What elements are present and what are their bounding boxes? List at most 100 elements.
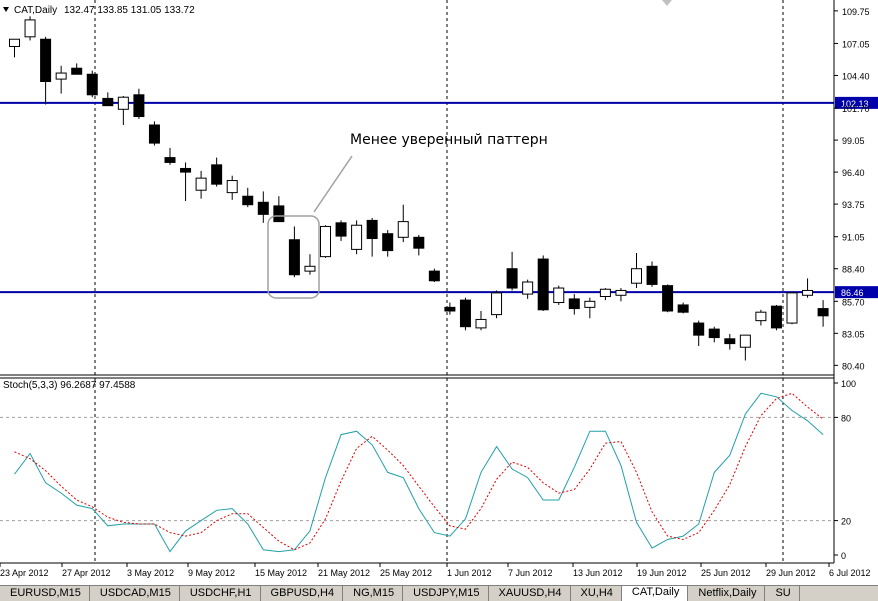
candle-bull (599, 288, 611, 297)
time-tick-label: 9 May 2012 (188, 568, 235, 578)
candle-bear (677, 304, 689, 313)
candle-bull (320, 225, 331, 258)
chart-tab[interactable]: USDCHF,H1 (180, 586, 261, 601)
time-tick-label: 19 Jun 2012 (637, 568, 687, 578)
price-tick-label: 104.40 (842, 71, 870, 81)
candle-bear (537, 258, 549, 311)
annotation-pointer (313, 155, 353, 213)
time-tick-label: 29 Jun 2012 (766, 568, 816, 578)
candle-bear (646, 265, 658, 285)
candle-bear (335, 222, 347, 237)
level-price-badge (835, 96, 878, 109)
chart-tab[interactable]: Netflix,Daily (688, 586, 766, 601)
price-tick-label: 109.75 (842, 7, 870, 17)
chart-tab[interactable]: XAUUSD,H4 (489, 586, 571, 601)
candle-bull (9, 38, 20, 47)
time-tick-label: 27 Apr 2012 (62, 568, 111, 578)
dropdown-triangle-icon[interactable] (3, 7, 9, 12)
chart-tab[interactable]: SU (765, 586, 800, 601)
candle-bear (817, 308, 829, 317)
time-tick-label: 13 Jun 2012 (573, 568, 623, 578)
price-tick-label: 107.05 (842, 39, 870, 49)
axis-layer: 109.75 107.05 104.40 101.70 99.05 96.40 93.75 9… (0, 0, 871, 578)
candle-bear (133, 94, 145, 118)
candle-bear (211, 164, 223, 185)
chart-tab[interactable]: USDJPY,M15 (403, 586, 489, 601)
chart-tab[interactable]: GBPUSD,H4 (261, 586, 344, 601)
candle-bear (288, 239, 300, 276)
candle-bull (24, 19, 36, 38)
candle-bear (413, 236, 425, 249)
chart-tab[interactable]: USDCAD,M15 (90, 586, 180, 601)
indicator-label: Stoch(5,3,3) 96.2687 97.4588 (3, 380, 136, 391)
candle-bull (786, 292, 798, 324)
candle-bull (351, 224, 363, 250)
candle-layer (9, 16, 829, 361)
stoch-signal-line (14, 392, 824, 551)
candle-bear (164, 157, 176, 163)
candle-bull (195, 177, 207, 191)
candle-bear (40, 38, 52, 83)
candle-bull (491, 292, 503, 316)
time-tick-label: 1 Jun 2012 (447, 568, 492, 578)
time-tick-label: 21 May 2012 (318, 568, 370, 578)
candle-bull (739, 334, 751, 348)
candle-bear (506, 268, 518, 289)
chart-area: 102.13 86.46 109.75 107.05 104.40 101.70 99.0… (0, 0, 878, 578)
stoch-layer (0, 392, 834, 553)
chart-tab[interactable]: NG,M15 (343, 586, 404, 601)
candle-bear (444, 306, 456, 312)
candle-bull (802, 289, 814, 296)
chart-tab[interactable]: CAT,Daily (621, 586, 689, 601)
price-tick-label: 88.40 (842, 265, 865, 275)
stoch-tick-label: 100 (841, 379, 856, 389)
candle-bear (102, 97, 114, 107)
candle-bull (522, 281, 534, 295)
candle-bear (662, 285, 674, 312)
grid-layer (94, 0, 784, 563)
candle-bear (459, 299, 471, 328)
candle-bear (71, 67, 83, 75)
annotation-text: Менее уверенный паттерн (350, 132, 548, 148)
price-tick-label: 93.75 (842, 200, 865, 210)
candle-bear (724, 338, 736, 345)
price-tick-label: 83.05 (842, 329, 865, 339)
level-price-badge (835, 286, 878, 299)
symbol-title: CAT,Daily (14, 5, 57, 16)
candle-bear (148, 124, 160, 144)
price-tick-label: 101.70 (842, 104, 870, 114)
candle-bull (475, 318, 487, 329)
time-tick-label: 3 May 2012 (127, 568, 174, 578)
chart-tab-bar: EURUSD,M15 USDCAD,M15 USDCHF,H1 GBPUSD,H4 NG… (0, 585, 878, 601)
time-tick-label: 25 Jun 2012 (701, 568, 751, 578)
candle-bull (584, 300, 596, 308)
level-price-label: 102.13 (841, 99, 869, 109)
price-tick-label: 96.40 (842, 168, 865, 178)
candle-bear (273, 205, 285, 223)
stoch-tick-label: 20 (841, 517, 851, 527)
candle-bear (382, 233, 394, 252)
time-tick-label: 15 May 2012 (255, 568, 307, 578)
candle-bear (428, 270, 440, 282)
candle-bull (615, 289, 627, 296)
time-tick-label: 23 Apr 2012 (0, 568, 49, 578)
candle-bull (755, 311, 767, 322)
candle-bull (55, 72, 67, 80)
candle-bear (242, 195, 254, 206)
pattern-highlight-box (267, 215, 320, 299)
chart-tab[interactable]: XU,H4 (571, 586, 622, 601)
candle-bull (226, 180, 238, 194)
price-tick-label: 85.70 (842, 297, 865, 307)
chart-tab[interactable]: EURUSD,M15 (0, 586, 90, 601)
stoch-tick-label: 0 (841, 551, 846, 561)
scroll-marker-icon (662, 0, 672, 6)
price-tick-label: 91.05 (842, 233, 865, 243)
candle-bear (86, 73, 98, 96)
time-tick-label: 7 Jun 2012 (508, 568, 553, 578)
candle-bull (304, 265, 316, 272)
price-tick-label: 80.40 (842, 361, 865, 371)
ohlc-values: 132.47 133.85 131.05 133.72 (64, 5, 195, 16)
candle-bear (366, 219, 378, 240)
candle-bull (631, 268, 642, 284)
candle-bull (397, 221, 409, 238)
